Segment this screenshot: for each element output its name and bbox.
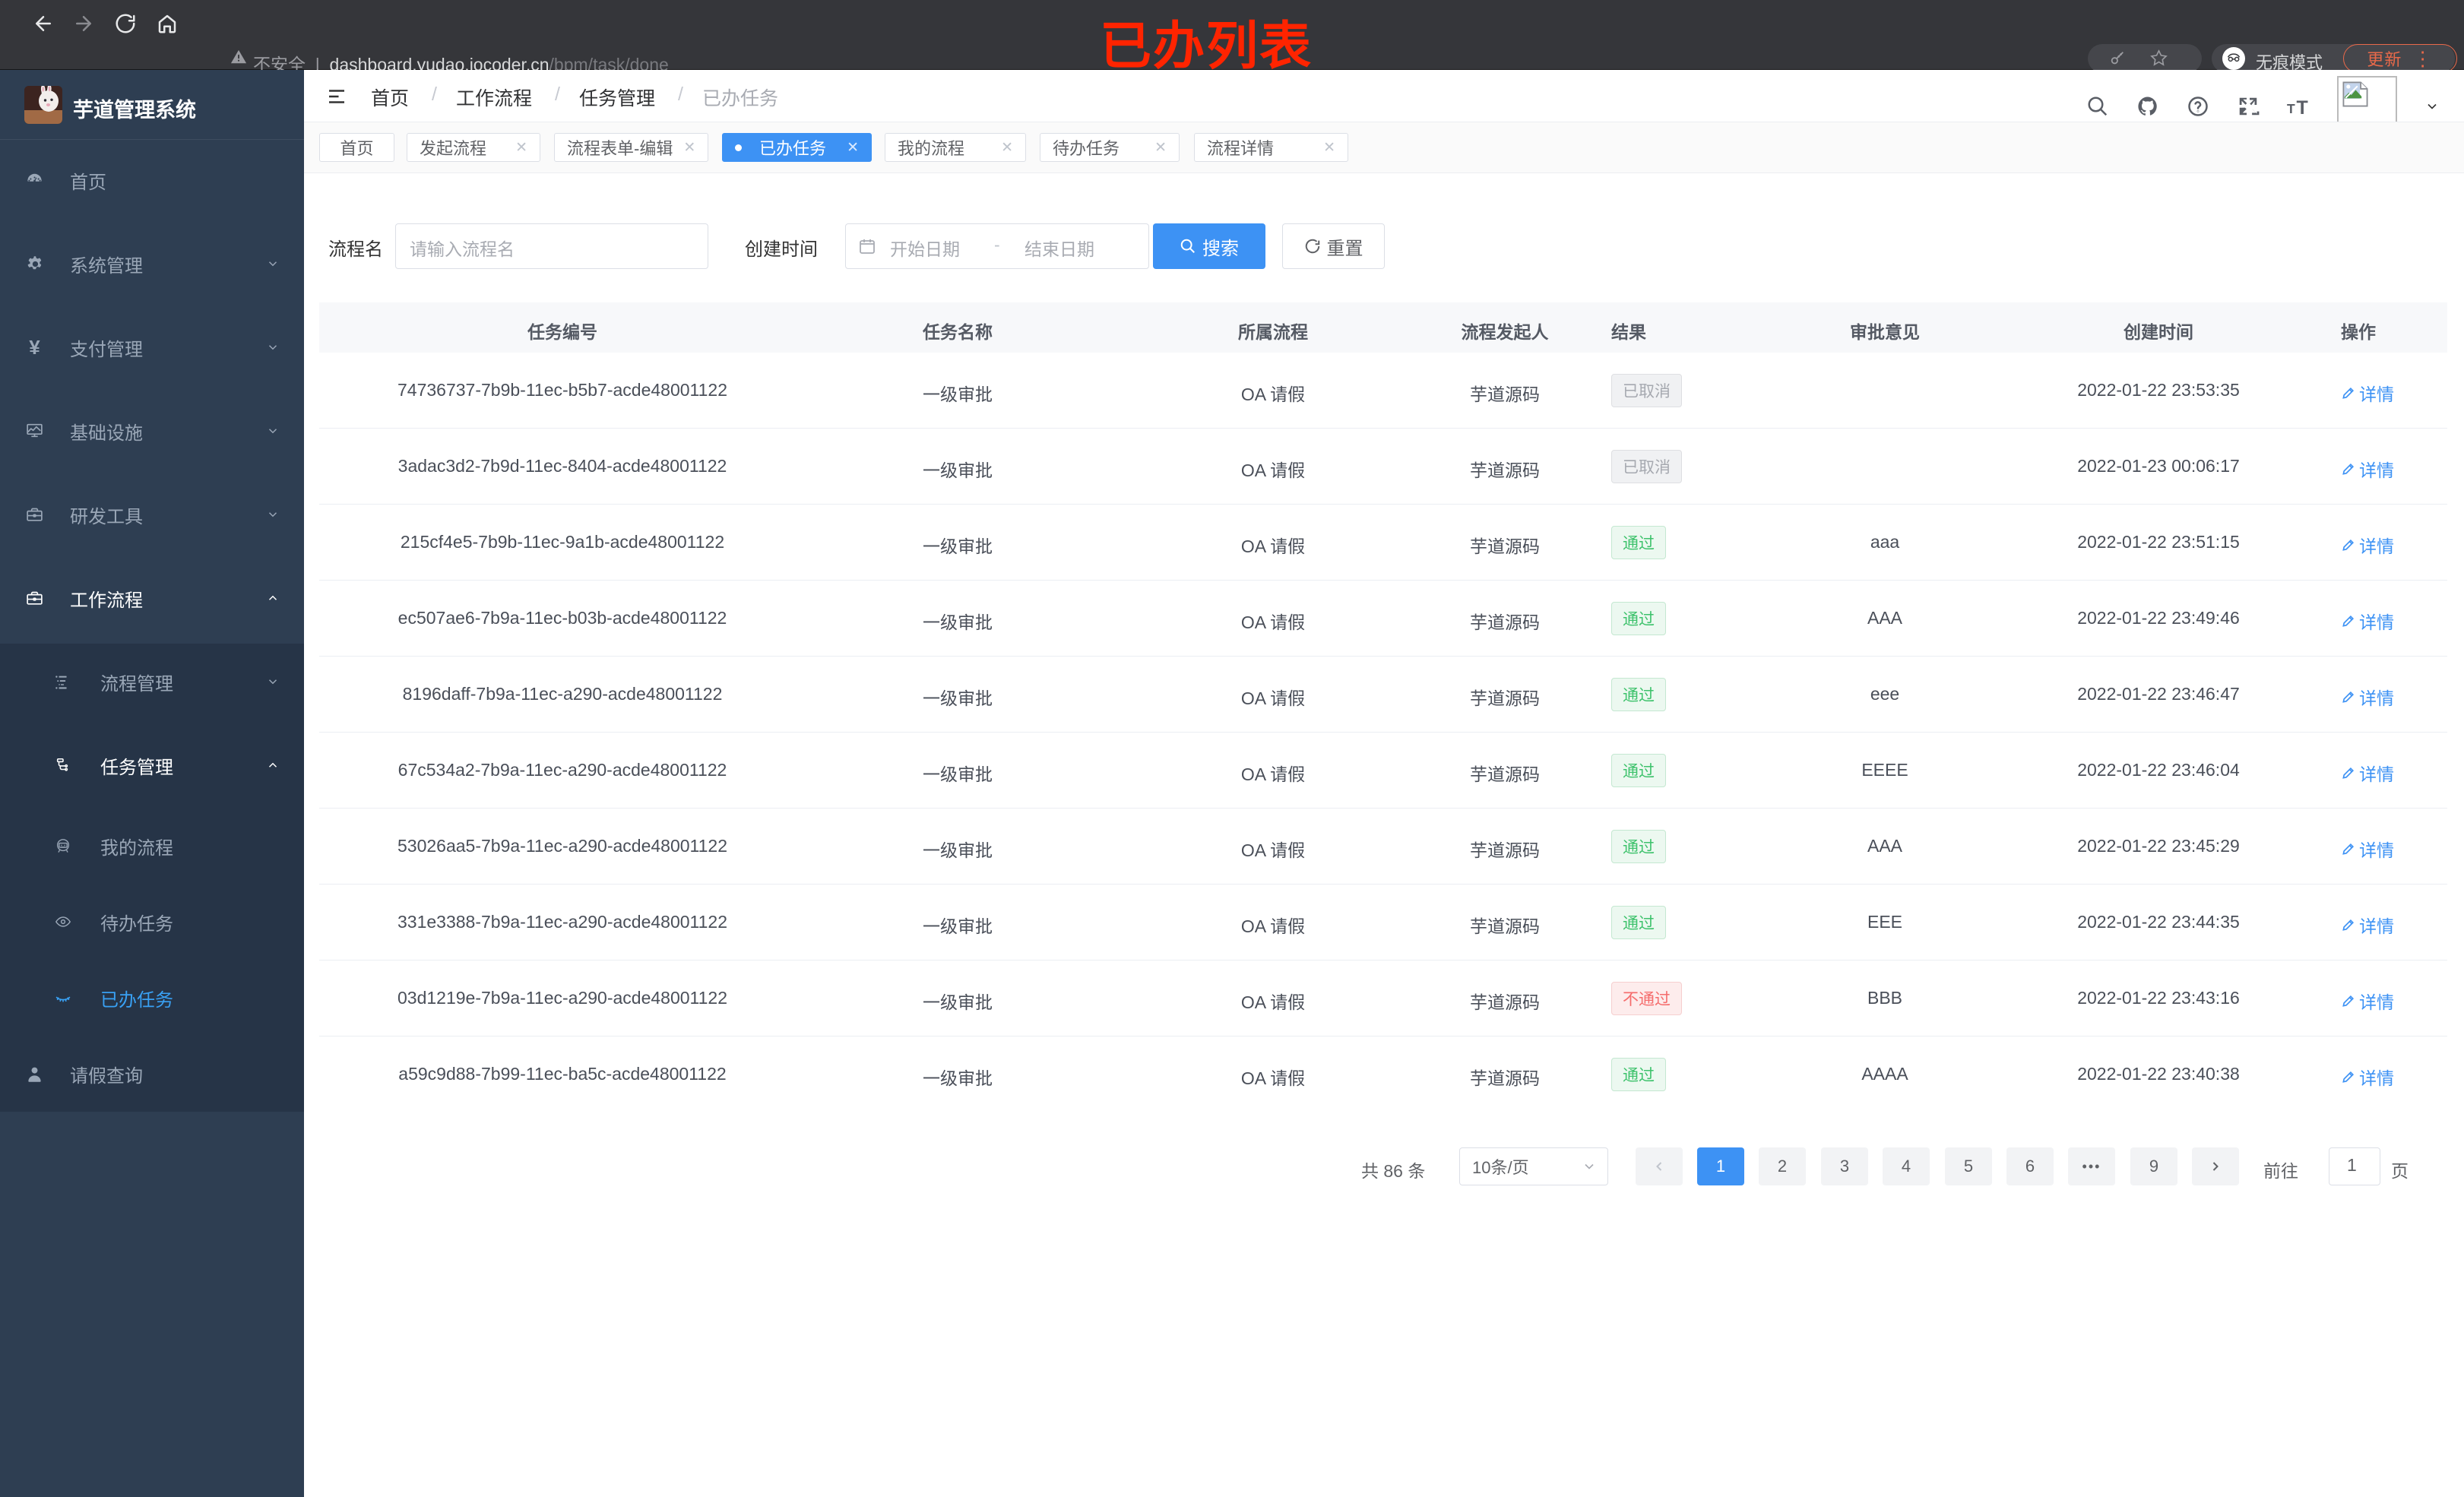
svg-text:T: T — [2297, 97, 2308, 118]
svg-text:T: T — [2287, 100, 2295, 116]
